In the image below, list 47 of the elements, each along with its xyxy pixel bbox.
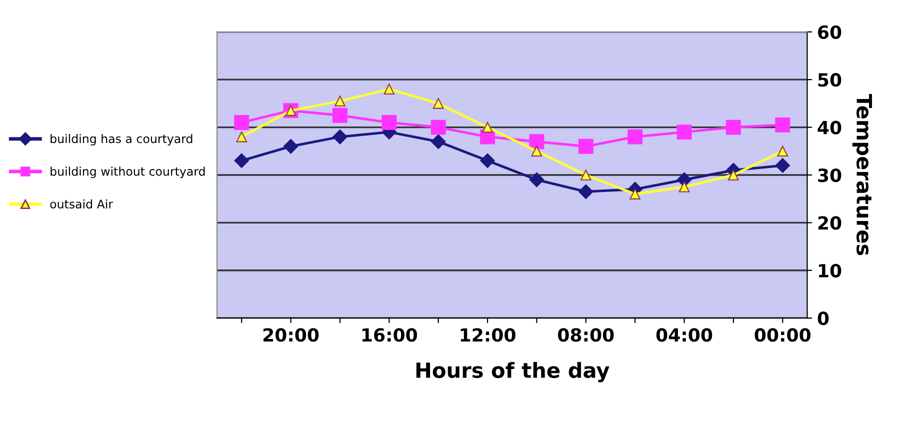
point [332, 108, 348, 123]
y-tick-label: 20 [818, 216, 842, 230]
point [236, 131, 247, 142]
x-tick-label: 04:00 [656, 328, 712, 342]
point [430, 134, 446, 149]
x-tick-label: 08:00 [558, 328, 614, 342]
point [578, 184, 594, 200]
point [678, 182, 690, 192]
x-axis-title: Hours of the day [416, 362, 610, 382]
point [529, 134, 544, 150]
x-tick-label: 12:00 [460, 328, 516, 342]
point [283, 138, 298, 154]
point [775, 117, 790, 132]
x-tick-label: 16:00 [362, 328, 418, 342]
point [482, 122, 493, 133]
y-tick-label: 30 [818, 168, 842, 182]
x-tick-label: 00:00 [754, 328, 810, 342]
point [334, 96, 346, 106]
legend-label: building without courtyard [50, 166, 205, 178]
point [578, 138, 594, 154]
point [234, 115, 250, 130]
point [432, 98, 444, 109]
point [430, 120, 446, 135]
y-tick-label: 0 [818, 312, 829, 326]
point [775, 158, 790, 173]
point [529, 172, 544, 188]
y-tick-label: 50 [818, 73, 842, 87]
point [628, 129, 643, 144]
point [777, 146, 788, 157]
legend-label: building has a courtyard [50, 134, 192, 146]
point [676, 124, 692, 140]
y-axis-title: Temperatures [852, 94, 872, 256]
legend-label: outsaid Air [50, 199, 114, 208]
point [382, 115, 397, 130]
y-tick-label: 40 [818, 120, 842, 134]
point [630, 188, 640, 200]
point [726, 120, 741, 135]
point [480, 153, 495, 168]
y-tick-label: 10 [818, 264, 842, 278]
point [332, 129, 348, 144]
point [234, 153, 249, 168]
point [580, 170, 592, 180]
point [384, 84, 395, 95]
point [531, 146, 542, 157]
x-tick-label: 20:00 [263, 328, 319, 342]
y-tick-label: 60 [818, 25, 842, 40]
point [728, 170, 739, 180]
